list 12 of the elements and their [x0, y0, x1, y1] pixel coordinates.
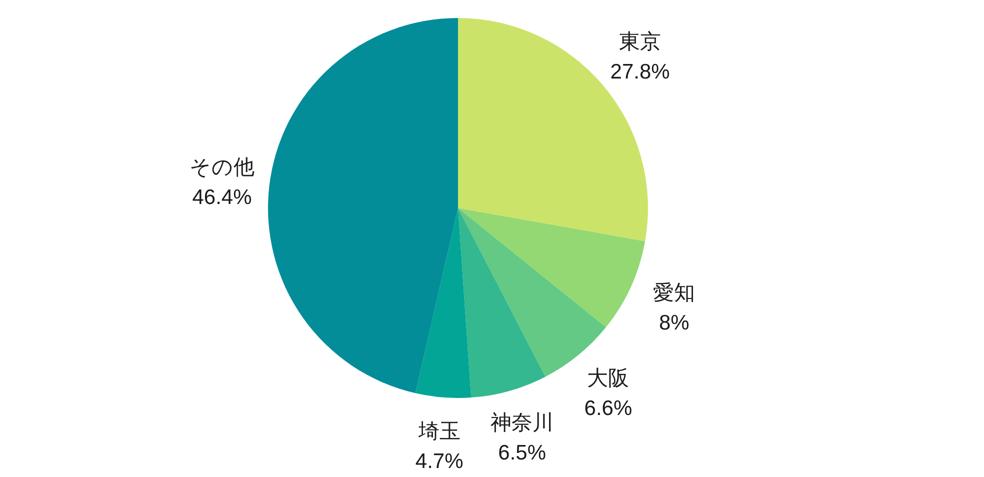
slice-label: その他 — [190, 156, 255, 180]
data-label: 46.4% — [192, 186, 252, 210]
slice-label: 大阪 — [587, 366, 630, 390]
slice-label: 愛知 — [653, 281, 696, 304]
data-label: 6.6% — [584, 396, 632, 420]
data-label: 27.8% — [610, 60, 670, 84]
slice-label: 東京 — [619, 30, 662, 54]
data-label: 8% — [658, 311, 690, 334]
data-label: 6.5% — [498, 442, 546, 465]
data-label: 4.7% — [415, 450, 464, 473]
slice-label: 神奈川 — [490, 412, 554, 435]
slice-label: 埼玉 — [417, 420, 460, 443]
